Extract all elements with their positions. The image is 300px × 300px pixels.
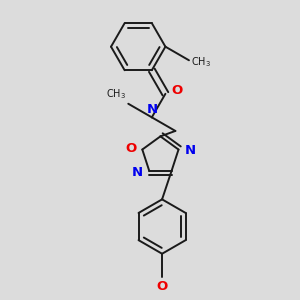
Text: CH$_3$: CH$_3$ [106, 87, 126, 101]
Text: O: O [157, 280, 168, 293]
Text: N: N [146, 103, 158, 116]
Text: N: N [184, 144, 196, 158]
Text: N: N [132, 166, 143, 179]
Text: O: O [125, 142, 136, 155]
Text: O: O [171, 84, 183, 97]
Text: CH$_3$: CH$_3$ [191, 55, 211, 68]
